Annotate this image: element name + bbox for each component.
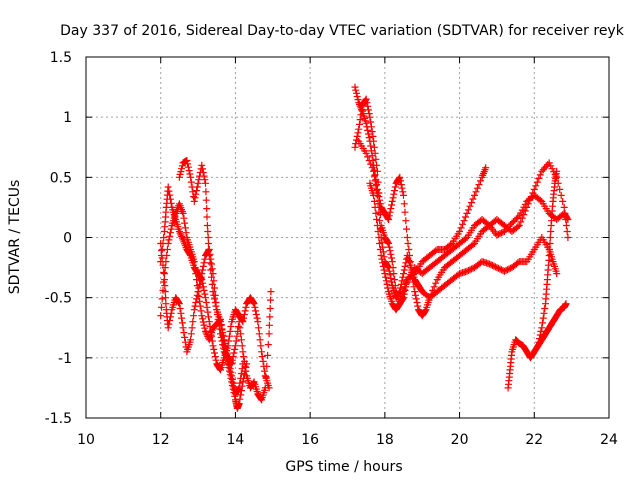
data-series-9	[504, 300, 570, 392]
y-tick-label: -1.5	[45, 411, 72, 427]
data-series-1	[157, 200, 251, 412]
x-tick-label: 14	[227, 432, 245, 448]
y-tick-label: -1	[58, 351, 72, 367]
x-tick-label: 22	[525, 432, 543, 448]
x-axis-label: GPS time / hours	[285, 459, 402, 475]
x-tick-label: 18	[376, 432, 394, 448]
x-tick-label: 24	[600, 432, 618, 448]
y-tick-label: 1.5	[50, 50, 72, 66]
data-series-8	[366, 164, 490, 314]
data-series-10	[534, 167, 561, 350]
grid-lines	[86, 57, 609, 418]
axis-ticks: 10 12 14 16 18 20 22 24 -1.5 -1 -0.5 0 0.5 1 1.5	[45, 50, 618, 448]
data-points	[157, 83, 572, 412]
x-tick-label: 20	[451, 432, 469, 448]
data-series-2	[157, 183, 273, 392]
y-tick-label: 0.5	[50, 170, 72, 186]
chart-title: Day 337 of 2016, Sidereal Day-to-day VTE…	[60, 23, 625, 39]
data-series-4	[175, 157, 247, 398]
y-axis-label: SDTVAR / TECUs	[7, 180, 23, 295]
x-tick-label: 16	[301, 432, 319, 448]
data-series-7	[355, 137, 561, 302]
y-tick-label: -0.5	[45, 291, 72, 307]
y-tick-label: 1	[63, 110, 72, 126]
x-tick-label: 10	[77, 432, 95, 448]
y-tick-label: 0	[63, 231, 72, 247]
x-tick-label: 12	[152, 432, 170, 448]
